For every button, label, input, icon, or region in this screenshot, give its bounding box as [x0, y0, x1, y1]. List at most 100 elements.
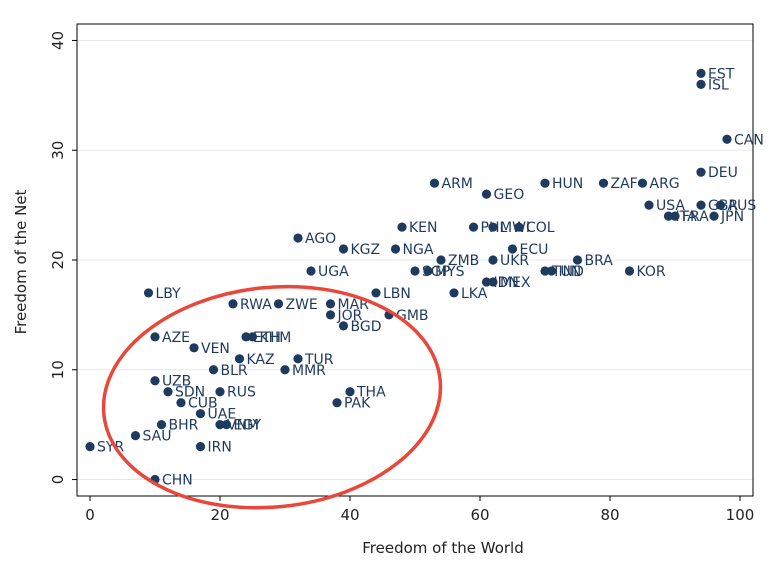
data-point-blr [208, 365, 219, 375]
point-label-nga: NGA [403, 242, 434, 258]
x-axis: 0 20 40 60 80 100 [85, 496, 754, 524]
data-point-uae [195, 409, 206, 419]
data-point-uzb [150, 376, 160, 386]
point-label-ken: KEN [409, 220, 438, 236]
point-label-uzb: UZB [162, 374, 191, 390]
point-label-lbn: LBN [383, 286, 411, 302]
data-point-arm [429, 178, 440, 188]
data-point-tha [345, 387, 355, 397]
point-label-uae: UAE [208, 407, 237, 423]
point-label-ukr: UKR [500, 253, 529, 269]
data-point-zmb [436, 255, 446, 265]
data-point-uga [306, 266, 316, 276]
point-label-tha: THA [356, 385, 386, 401]
point-label-cub: CUB [188, 396, 218, 412]
data-point-bhr [156, 420, 167, 430]
y-axis: 0 10 20 30 40 [49, 31, 77, 484]
y-tick-label: 30 [49, 141, 67, 160]
data-point-mys [423, 266, 433, 276]
data-point-nga [390, 244, 401, 254]
point-label-kor: KOR [637, 264, 666, 280]
point-label-egy: EGY [234, 418, 262, 434]
data-point-rwa [228, 299, 238, 309]
data-point-phl [468, 222, 479, 232]
point-label-ven: VEN [201, 341, 230, 357]
x-tick-label: 40 [340, 506, 359, 524]
gridlines [77, 39, 753, 481]
data-point-fra [670, 211, 680, 221]
y-tick-label: 0 [49, 475, 67, 485]
point-label-usa: USA [656, 198, 685, 214]
point-label-vnm: VNM [227, 418, 259, 434]
point-label-eth: ETH [253, 330, 281, 346]
point-label-sau: SAU [143, 429, 172, 445]
data-point-sdn [163, 387, 173, 397]
point-label-chn: CHN [162, 473, 193, 489]
y-tick-label: 20 [49, 250, 67, 269]
point-label-kaz: KAZ [247, 352, 275, 368]
data-point-ind [546, 266, 557, 276]
point-label-col: COL [526, 220, 555, 236]
point-label-mar: MAR [338, 297, 370, 313]
data-point-syr [85, 442, 95, 452]
point-label-ago: AGO [305, 231, 336, 247]
data-point-mex [488, 277, 498, 287]
data-point-zwe [273, 299, 284, 309]
data-point-rus [215, 387, 225, 397]
point-label-mys: MYS [435, 264, 465, 280]
data-point-geo [481, 189, 492, 199]
point-label-arm: ARM [442, 176, 473, 192]
data-point-eth [241, 332, 251, 342]
data-point-kaz [234, 354, 245, 364]
data-point-ken [397, 222, 407, 232]
point-label-lka: LKA [461, 286, 488, 302]
data-point-egy [221, 420, 232, 430]
point-label-irn: IRN [208, 440, 232, 456]
point-label-jor: JOR [337, 308, 363, 324]
data-point-hun [540, 178, 550, 188]
data-point-sau [130, 431, 141, 441]
point-label-isl: ISL [708, 77, 729, 93]
data-point-col [514, 222, 524, 232]
data-point-ven [189, 343, 199, 353]
data-point-tun [540, 266, 550, 276]
data-point-ago [293, 233, 303, 243]
point-label-ecu: ECU [520, 242, 549, 258]
point-label-mmr: MMR [292, 363, 326, 379]
annotations [101, 284, 443, 510]
data-point-tur [293, 354, 303, 364]
data-point-mwi [488, 222, 498, 232]
point-label-aze: AZE [162, 330, 190, 346]
point-label-aus: AUS [728, 198, 757, 214]
point-label-tur: TUR [304, 352, 334, 368]
point-label-tun: TUN [551, 264, 581, 280]
point-label-can: CAN [734, 132, 764, 148]
y-axis-title: Freedom of the Net [12, 189, 30, 334]
point-label-idn: IDN [494, 275, 519, 291]
data-point-est [696, 68, 706, 78]
data-point-vnm [215, 420, 225, 430]
x-tick-label: 0 [85, 506, 95, 524]
data-point-bra [572, 255, 583, 265]
highlight-circle [101, 284, 443, 510]
point-label-zmb: ZMB [448, 253, 479, 269]
data-point-khm [247, 332, 258, 342]
point-label-deu: DEU [708, 165, 738, 181]
x-tick-label: 100 [726, 506, 755, 524]
data-point-aze [150, 332, 160, 342]
x-tick-label: 20 [210, 506, 229, 524]
data-point-lbn [371, 288, 381, 298]
x-tick-label: 80 [600, 506, 619, 524]
point-label-bgd: BGD [351, 319, 382, 335]
data-point-kor [624, 266, 635, 276]
data-point-lka [449, 288, 459, 298]
point-label-geo: GEO [494, 187, 525, 203]
data-point-jpn [709, 211, 719, 221]
data-point-isl [696, 79, 706, 89]
data-point-kgz [338, 244, 349, 254]
data-point-sgp [410, 266, 420, 276]
point-label-ita: ITA [676, 209, 698, 225]
data-point-lby [143, 288, 154, 298]
